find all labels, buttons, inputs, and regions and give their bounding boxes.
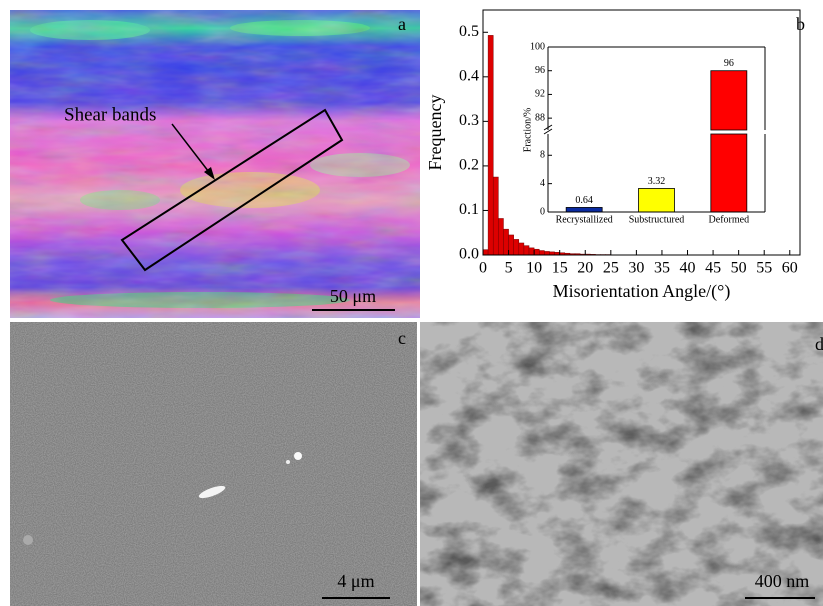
x-tick-label: 25 <box>603 260 619 277</box>
y-tick-label: 0.0 <box>459 246 479 263</box>
y-axis-title: Frequency <box>425 95 445 171</box>
bar <box>488 35 493 255</box>
x-tick-label: 60 <box>782 260 798 277</box>
x-tick-label: 0 <box>479 260 487 277</box>
tem-image <box>420 322 823 606</box>
x-tick-label: 55 <box>756 260 772 277</box>
bar <box>509 235 514 255</box>
bar <box>529 248 534 255</box>
x-tick-label: 45 <box>705 260 721 277</box>
bar <box>493 177 498 255</box>
value-label: 96 <box>724 58 734 69</box>
x-tick-label: 20 <box>577 260 593 277</box>
y-tick-label: 0 <box>540 206 545 217</box>
x-tick-label: 15 <box>552 260 568 277</box>
value-label: 3.32 <box>648 176 666 187</box>
annotation: Shear bands <box>64 104 156 125</box>
x-tick-label: Recrystallized <box>556 214 613 225</box>
y-tick-label: 8 <box>540 150 545 161</box>
scale-bar-label: 400 nm <box>755 571 810 591</box>
panel-label: c <box>398 328 406 348</box>
bar <box>639 188 675 212</box>
bar <box>519 243 524 255</box>
value-label: 0.64 <box>575 195 593 206</box>
x-axis-title: Misorientation Angle/(°) <box>553 281 731 302</box>
figure: a Shear bands 50 μm 05101520253035404550… <box>0 0 823 606</box>
y-tick-label: 88 <box>535 112 545 123</box>
x-tick-label: Deformed <box>709 214 750 225</box>
bar <box>539 251 544 255</box>
bar <box>483 250 488 255</box>
bar <box>566 207 602 212</box>
bar <box>711 71 747 130</box>
sem-image <box>10 322 417 606</box>
bar <box>534 249 539 255</box>
x-tick-label: 35 <box>654 260 670 277</box>
bar <box>524 246 529 255</box>
y-tick-label: 0.2 <box>459 157 479 174</box>
y-tick-label: 92 <box>535 89 545 100</box>
scale-bar-label: 50 μm <box>330 286 376 306</box>
bar <box>514 239 519 255</box>
y-tick-label: 0.1 <box>459 201 479 218</box>
y-tick-label: 0.5 <box>459 23 479 40</box>
bar <box>498 218 503 255</box>
ebsd-map <box>10 10 420 318</box>
panel-label: d <box>815 334 823 354</box>
x-tick-label: 10 <box>526 260 542 277</box>
bar <box>544 251 549 255</box>
y-tick-label: 0.4 <box>459 67 479 84</box>
scale-bar-label: 4 μm <box>337 571 374 591</box>
x-tick-label: Substructured <box>629 214 685 225</box>
x-tick-label: 40 <box>680 260 696 277</box>
x-tick-label: 5 <box>505 260 513 277</box>
panel-label: a <box>398 14 406 34</box>
bar <box>711 134 747 212</box>
panel-label: b <box>796 14 805 34</box>
y-axis-title: Fraction/% <box>522 108 533 152</box>
x-tick-label: 50 <box>731 260 747 277</box>
y-tick-label: 96 <box>535 65 545 76</box>
y-tick-label: 100 <box>530 41 545 52</box>
y-tick-label: 0.3 <box>459 112 479 129</box>
x-tick-label: 30 <box>628 260 644 277</box>
bar <box>503 229 508 255</box>
y-tick-label: 4 <box>540 178 545 189</box>
